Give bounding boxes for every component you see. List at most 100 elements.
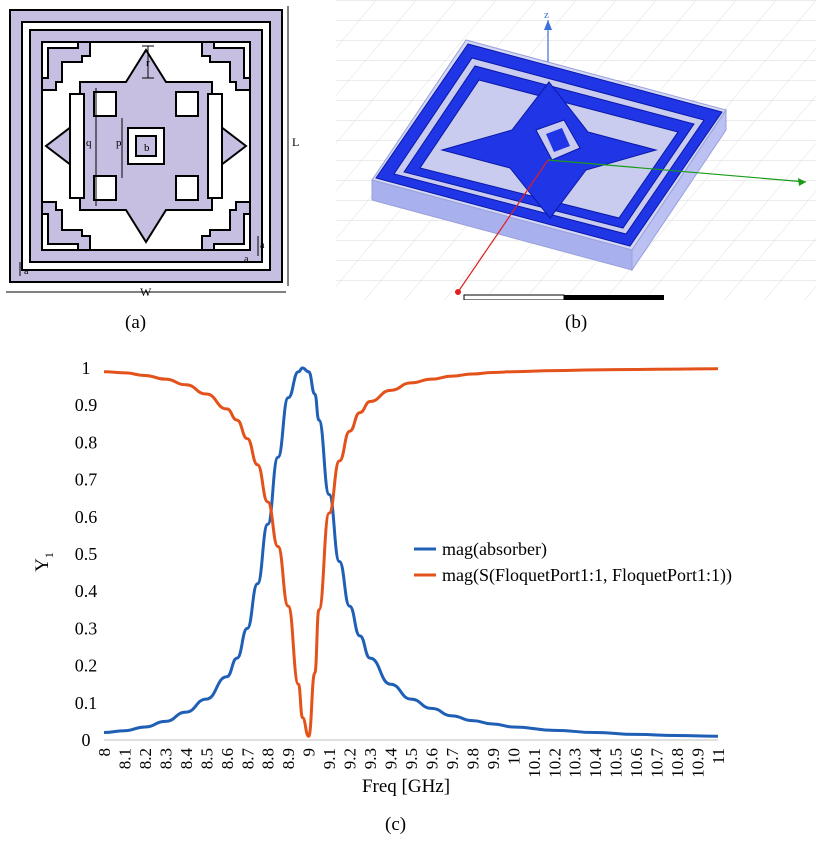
x-tick-label: 9.7 xyxy=(443,748,462,770)
x-tick-label: 8.2 xyxy=(136,748,155,769)
dimension-lines xyxy=(6,6,289,293)
x-tick-label: 8 xyxy=(95,748,114,757)
caption-b: (b) xyxy=(565,312,588,333)
x-tick-group: 10.3 xyxy=(566,748,585,778)
y-axis-label: Y1 xyxy=(32,552,56,572)
x-tick-group: 10.6 xyxy=(627,748,646,778)
x-tick-label: 8.7 xyxy=(238,748,257,770)
x-axis-label: Freq [GHz] xyxy=(362,776,450,797)
y-tick-label: 0 xyxy=(82,730,91,750)
x-tick-label: 8.3 xyxy=(156,748,175,769)
x-tick-group: 9.4 xyxy=(382,748,401,770)
x-tick-group: 8.5 xyxy=(197,748,216,769)
chart-legend: mag(absorber) mag(S(FloquetPort1:1, Floqu… xyxy=(414,539,732,586)
dim-a-label-1: a xyxy=(260,240,265,251)
x-tick-group: 10.4 xyxy=(586,748,605,778)
x-tick-group: 8.7 xyxy=(238,748,257,770)
x-tick-group: 9.2 xyxy=(341,748,360,769)
x-tick-label: 11 xyxy=(709,748,728,764)
y-axis xyxy=(457,159,549,293)
unit-cell-schematic: r q p b L W a a a xyxy=(0,0,300,300)
z-axis-arrow xyxy=(544,20,552,30)
x-tick-group: 9.5 xyxy=(402,748,421,769)
3d-model-view: z xyxy=(336,0,816,300)
x-tick-label: 9.6 xyxy=(422,748,441,769)
x-tick-group: 8 xyxy=(95,748,114,757)
x-tick-group: 9.1 xyxy=(320,748,339,769)
x-tick-group: 9.8 xyxy=(463,748,482,769)
legend-label: mag(absorber) xyxy=(442,539,547,560)
dim-L-label: L xyxy=(292,135,299,149)
x-tick-label: 10.1 xyxy=(525,748,544,778)
x-tick-group: 8.9 xyxy=(279,748,298,769)
scale-bar-black xyxy=(564,295,664,300)
x-tick-group: 10.5 xyxy=(607,748,626,778)
dim-r-label: r xyxy=(146,57,150,69)
dim-a-label-3: a xyxy=(24,266,29,277)
x-tick-label: 9 xyxy=(300,748,319,757)
x-tick-group: 8.6 xyxy=(218,748,237,769)
chart-axes: 00.10.20.30.40.50.60.70.80.918 8.1 8.2 8.3 8… xyxy=(75,358,728,778)
series-absorber-line xyxy=(103,366,719,738)
x-tick-group: 10.2 xyxy=(545,748,564,778)
metal-center-patch xyxy=(546,128,570,152)
caption-a: (a) xyxy=(125,312,147,333)
x-tick-label: 10.3 xyxy=(566,748,585,778)
y-axis-end xyxy=(455,289,461,295)
x-tick-group: 8.1 xyxy=(115,748,134,769)
x-tick-label: 9.3 xyxy=(361,748,380,769)
x-tick-group: 9.3 xyxy=(361,748,380,769)
unit-cell-drawing: r q p b L W a a a xyxy=(6,6,299,299)
x-axis-arrow xyxy=(798,178,806,186)
x-tick-group: 9.9 xyxy=(484,748,503,769)
x-tick-label: 9.1 xyxy=(320,748,339,769)
center-patch xyxy=(135,135,157,157)
y-tick-label: 0.4 xyxy=(75,581,98,601)
x-tick-label: 8.1 xyxy=(115,748,134,769)
chart-lines xyxy=(103,366,719,738)
x-tick-group: 10.9 xyxy=(689,748,708,778)
series-s11-line xyxy=(103,367,719,738)
x-tick-label: 10.2 xyxy=(545,748,564,778)
x-tick-group: 8.8 xyxy=(259,748,278,769)
dim-p-label: p xyxy=(116,137,122,149)
inner-cutouts xyxy=(69,91,223,201)
y-tick-label: 0.9 xyxy=(75,395,98,415)
3d-model-drawing: z xyxy=(336,0,816,300)
scale-bar-white xyxy=(463,294,565,300)
x-tick-label: 9.8 xyxy=(463,748,482,769)
x-tick-label: 10.9 xyxy=(689,748,708,778)
x-tick-label: 9.9 xyxy=(484,748,503,769)
y-tick-label: 0.2 xyxy=(75,656,98,676)
x-tick-label: 10 xyxy=(504,748,523,765)
x-tick-group: 10.8 xyxy=(668,748,687,778)
y-axis-label-group: Y1 xyxy=(32,552,56,572)
y-tick-label: 0.3 xyxy=(75,618,98,638)
x-tick-label: 9.5 xyxy=(402,748,421,769)
s-parameter-chart: 0 0.1 0.2 0.3 0.4 0.5 0.6 0.7 0.8 0.9 1 8 8.1 8.2 8.3 8… xyxy=(0,340,816,810)
chart-svg: 00.10.20.30.40.50.60.70.80.918 8.1 8.2 8.3 8… xyxy=(32,358,732,797)
x-tick-group: 8.4 xyxy=(177,748,196,770)
x-tick-group: 9.6 xyxy=(422,748,441,769)
x-tick-group: 8.2 xyxy=(136,748,155,769)
x-tick-label: 9.4 xyxy=(382,748,401,770)
x-tick-label: 10.6 xyxy=(627,748,646,778)
x-tick-label: 8.9 xyxy=(279,748,298,769)
dim-W-label: W xyxy=(140,285,152,299)
z-axis-label: z xyxy=(544,9,549,21)
x-tick-group: 9 xyxy=(300,748,319,757)
y-tick-label: 0.1 xyxy=(75,693,98,713)
x-tick-label: 10.4 xyxy=(586,748,605,778)
x-tick-group: 11 xyxy=(709,748,728,764)
x-tick-label: 9.2 xyxy=(341,748,360,769)
x-tick-group: 8.3 xyxy=(156,748,175,769)
x-tick-label: 10.5 xyxy=(607,748,626,778)
x-axis xyxy=(547,159,807,183)
x-tick-label: 10.7 xyxy=(648,748,667,778)
x-tick-group: 10.7 xyxy=(648,748,667,778)
x-tick-label: 8.4 xyxy=(177,748,196,770)
x-tick-group: 10.1 xyxy=(525,748,544,778)
dim-b-label: b xyxy=(144,142,150,154)
y-tick-label: 0.7 xyxy=(75,470,98,490)
x-tick-group: 10 xyxy=(504,748,523,765)
